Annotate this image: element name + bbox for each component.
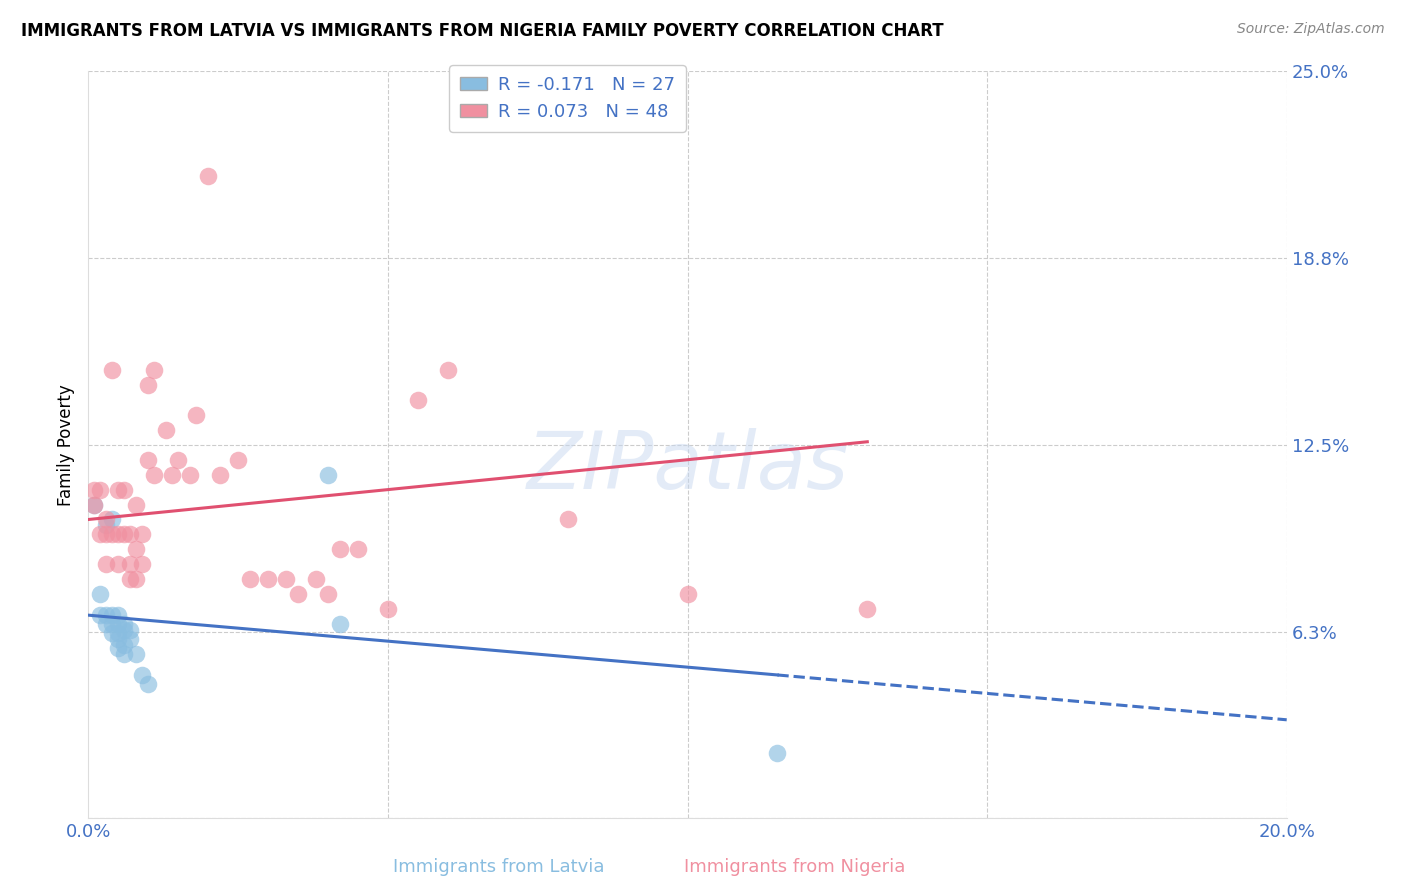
Point bbox=[96, 527, 118, 541]
Point bbox=[96, 617, 118, 632]
Point bbox=[557, 512, 579, 526]
Point bbox=[89, 608, 111, 623]
Point bbox=[143, 467, 166, 482]
Point bbox=[856, 602, 879, 616]
Point bbox=[197, 169, 219, 183]
Point bbox=[120, 572, 142, 586]
Text: Source: ZipAtlas.com: Source: ZipAtlas.com bbox=[1237, 22, 1385, 37]
Point bbox=[101, 617, 124, 632]
Point bbox=[136, 677, 159, 691]
Point bbox=[209, 467, 232, 482]
Point bbox=[101, 626, 124, 640]
Text: Immigrants from Nigeria: Immigrants from Nigeria bbox=[683, 858, 905, 876]
Point bbox=[83, 498, 105, 512]
Point bbox=[107, 527, 129, 541]
Point bbox=[155, 423, 177, 437]
Point bbox=[162, 467, 184, 482]
Point bbox=[766, 746, 789, 760]
Point bbox=[186, 408, 208, 422]
Point bbox=[347, 542, 370, 557]
Point bbox=[112, 527, 135, 541]
Point bbox=[107, 483, 129, 497]
Point bbox=[239, 572, 262, 586]
Point bbox=[377, 602, 399, 616]
Y-axis label: Family Poverty: Family Poverty bbox=[58, 384, 75, 506]
Point bbox=[107, 632, 129, 646]
Point bbox=[89, 483, 111, 497]
Point bbox=[83, 498, 105, 512]
Point bbox=[136, 452, 159, 467]
Point bbox=[89, 587, 111, 601]
Point bbox=[406, 392, 429, 407]
Point bbox=[179, 467, 201, 482]
Point bbox=[120, 558, 142, 572]
Point bbox=[83, 483, 105, 497]
Point bbox=[112, 638, 135, 652]
Point bbox=[329, 617, 352, 632]
Point bbox=[107, 558, 129, 572]
Point bbox=[89, 527, 111, 541]
Text: IMMIGRANTS FROM LATVIA VS IMMIGRANTS FROM NIGERIA FAMILY POVERTY CORRELATION CHA: IMMIGRANTS FROM LATVIA VS IMMIGRANTS FRO… bbox=[21, 22, 943, 40]
Point bbox=[257, 572, 280, 586]
Point bbox=[96, 512, 118, 526]
Point bbox=[125, 572, 148, 586]
Point bbox=[112, 623, 135, 637]
Point bbox=[120, 632, 142, 646]
Point bbox=[131, 668, 153, 682]
Point bbox=[316, 587, 339, 601]
Point bbox=[101, 608, 124, 623]
Point bbox=[101, 527, 124, 541]
Point bbox=[120, 527, 142, 541]
Point bbox=[131, 527, 153, 541]
Point bbox=[107, 641, 129, 656]
Point bbox=[143, 363, 166, 377]
Point bbox=[131, 558, 153, 572]
Point bbox=[125, 542, 148, 557]
Point bbox=[107, 617, 129, 632]
Point bbox=[107, 626, 129, 640]
Text: ZIPatlas: ZIPatlas bbox=[526, 428, 849, 506]
Point bbox=[120, 623, 142, 637]
Point bbox=[107, 608, 129, 623]
Point bbox=[112, 483, 135, 497]
Point bbox=[125, 498, 148, 512]
Point bbox=[274, 572, 297, 586]
Point bbox=[167, 452, 190, 467]
Point bbox=[96, 518, 118, 533]
Point bbox=[125, 647, 148, 661]
Point bbox=[316, 467, 339, 482]
Point bbox=[329, 542, 352, 557]
Point bbox=[437, 363, 460, 377]
Text: Immigrants from Latvia: Immigrants from Latvia bbox=[394, 858, 605, 876]
Point bbox=[136, 378, 159, 392]
Point bbox=[96, 608, 118, 623]
Point bbox=[101, 512, 124, 526]
Point bbox=[112, 647, 135, 661]
Point bbox=[305, 572, 328, 586]
Point bbox=[676, 587, 699, 601]
Point bbox=[287, 587, 309, 601]
Legend: R = -0.171   N = 27, R = 0.073   N = 48: R = -0.171 N = 27, R = 0.073 N = 48 bbox=[450, 65, 686, 132]
Point bbox=[112, 617, 135, 632]
Point bbox=[226, 452, 249, 467]
Point bbox=[96, 558, 118, 572]
Point bbox=[101, 363, 124, 377]
